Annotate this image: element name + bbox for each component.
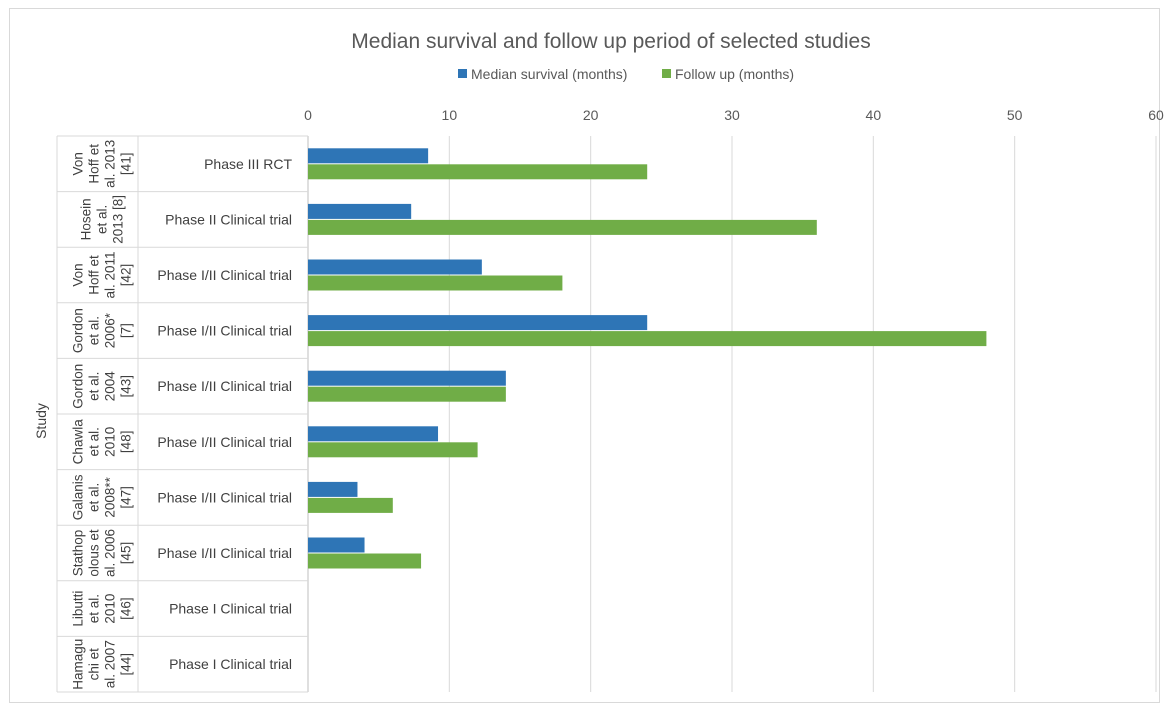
study-label-line: Gordon [71,308,86,353]
category-table: VonHoff etal. 2013[41] Phase III RCTHosei… [56,135,308,693]
chart-title: Median survival and follow up period of … [351,30,870,53]
bar-follow-up-months-8 [308,553,422,569]
x-tick-label-60: 60 [1148,107,1164,123]
study-label-line: 2006* [103,312,118,348]
x-tick-label-30: 30 [724,107,740,123]
bar-follow-up-months-2 [308,219,817,235]
study-label-line: et al. [87,372,102,401]
study-label-galanis-et-al-2008-47: Galaniset al.2008**[47] [71,474,134,520]
study-label-line: Hamagu [71,639,86,690]
y-axis-title: Study [33,403,49,439]
legend-label-follow-up: Follow up (months) [675,66,794,82]
bar-median-survival-months-1 [308,148,429,164]
phase-label-10: Phase I Clinical trial [169,656,292,672]
bar-median-survival-months-6 [308,426,439,442]
study-label-line: et al. [87,316,102,345]
study-label-line: [44] [119,653,134,676]
study-label-line: Von [71,263,86,286]
x-tick-label-20: 20 [583,107,599,123]
study-label-line: 2013 [8] [111,195,126,244]
bar-median-survival-months-5 [308,370,506,386]
study-label-line: [7] [119,323,134,338]
study-label-line: et al. [95,205,110,234]
bar-follow-up-months-3 [308,275,563,291]
study-label-line: [43] [119,375,134,398]
study-label-line: [47] [119,486,134,509]
study-label-line: Chawla [71,419,86,465]
phase-label-5: Phase I/II Clinical trial [157,378,292,394]
study-label-line: chi et [87,648,102,681]
x-tick-label-10: 10 [442,107,458,123]
study-label-line: 2010 [103,594,118,624]
study-label-gordon-et-al-2004-43: Gordonet al.2004[43] [71,364,134,409]
study-label-line: olous et [87,529,102,577]
bar-follow-up-months-7 [308,497,393,513]
bars [308,148,987,569]
study-label-libutti-et-al-2010-46: Libuttiet al.2010[46] [71,591,134,627]
study-label-line: 2004 [103,371,118,402]
gridlines [307,136,1157,692]
study-label-line: Hosein [79,198,94,240]
phase-label-8: Phase I/II Clinical trial [157,545,292,561]
phase-label-1: Phase III RCT [204,156,292,172]
phase-label-6: Phase I/II Clinical trial [157,434,292,450]
study-label-line: [42] [119,264,134,287]
legend-swatch-median-survival [458,69,467,78]
study-label-hamagu-chi-et-al-2007-44: Hamaguchi etal. 2007[44] [71,639,134,690]
phase-label-9: Phase I Clinical trial [169,601,292,617]
study-label-gordon-et-al-2006-7: Gordonet al.2006*[7] [71,308,134,353]
bar-median-survival-months-3 [308,259,482,275]
bar-follow-up-months-6 [308,442,478,458]
legend-label-median-survival: Median survival (months) [471,66,627,82]
study-label-line: al. 2011 [103,251,118,298]
x-tick-label-0: 0 [304,107,312,123]
study-label-line: Von [71,152,86,175]
bar-median-survival-months-2 [308,203,412,219]
bar-median-survival-months-8 [308,537,365,553]
x-axis-ticks: 0 10 20 30 40 50 60 [304,107,1164,123]
x-tick-label-40: 40 [866,107,882,123]
bar-median-survival-months-7 [308,481,358,497]
phase-label-2: Phase II Clinical trial [165,211,292,227]
legend-swatch-follow-up [662,69,671,78]
study-label-hosein-et-al-2013-8: Hoseinet al.2013 [8] [79,195,126,244]
study-label-line: [45] [119,542,134,565]
study-label-line: al. 2007 [103,640,118,688]
study-label-line: Libutti [71,591,86,627]
phase-label-7: Phase I/II Clinical trial [157,489,292,505]
study-label-line: Hoff et [87,144,102,184]
study-label-line: al. 2013 [103,140,118,188]
chart-frame [9,8,1160,703]
study-label-von-hoff-et-al-2011-42: VonHoff etal. 2011[42] [71,251,134,298]
study-label-line: Stathop [71,530,86,577]
study-label-stathop-olous-et-al-2006-45: Stathopolous etal. 2006[45] [71,529,134,577]
phase-label-3: Phase I/II Clinical trial [157,267,292,283]
study-label-line: 2010 [103,427,118,457]
study-label-line: et al. [87,594,102,623]
study-label-line: Gordon [71,364,86,409]
study-label-chawla-et-al-2010-48: Chawlaet al.2010[48] [71,419,134,465]
study-label-line: 2008** [103,476,118,517]
study-label-line: [46] [119,597,134,620]
study-label-line: Galanis [71,474,86,520]
bar-follow-up-months-5 [308,386,506,402]
study-label-line: [48] [119,431,134,454]
study-label-line: [41] [119,153,134,176]
study-label-line: et al. [87,483,102,512]
legend: Median survival (months) Follow up (mont… [458,66,794,82]
study-label-line: et al. [87,427,102,456]
study-label-von-hoff-et-al-2013-41: VonHoff etal. 2013[41] [71,140,134,188]
study-label-line: Hoff et [87,255,102,295]
bar-follow-up-months-1 [308,164,648,180]
phase-label-4: Phase I/II Clinical trial [157,323,292,339]
bar-median-survival-months-4 [308,315,648,331]
x-tick-label-50: 50 [1007,107,1023,123]
bar-follow-up-months-4 [308,331,987,347]
study-label-line: al. 2006 [103,529,118,577]
